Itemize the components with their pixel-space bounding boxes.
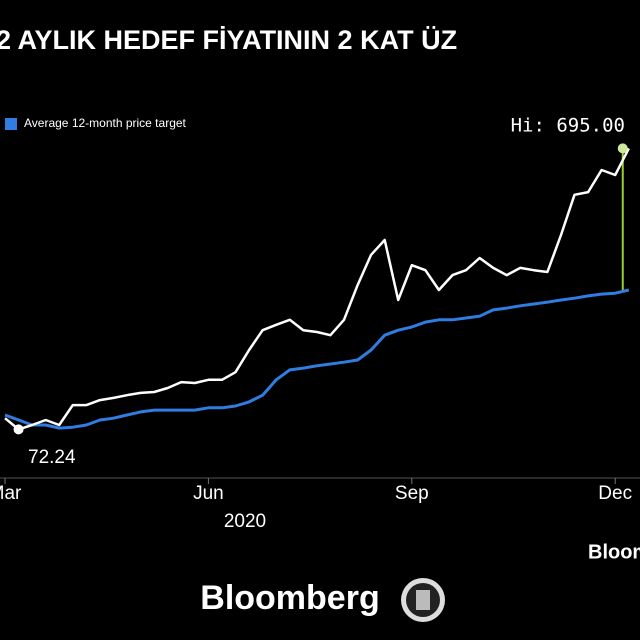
high-marker [617,143,628,154]
x-tick-label: Dec [598,483,632,504]
low-marker [13,424,24,435]
source: Bloomberg [588,541,640,563]
x-tick-label: Jun [193,483,224,504]
x-axis-label: 2020 [224,511,266,532]
legend-swatch [5,118,17,130]
x-tick-label: Sep [395,483,429,504]
x-tick-label: Mar [0,483,22,504]
logo-text: Bloomberg [200,579,379,617]
legend-label: Average 12-month price target [24,116,187,130]
series-line [4,147,630,431]
series-line [4,288,630,430]
low-annotation: 72.24 [28,447,76,468]
emblem [401,578,445,622]
chart-title: 2 AYLIK HEDEF FİYATININ 2 KAT ÜZ [0,25,457,55]
high-annotation: Hi: 695.00 [511,115,625,137]
